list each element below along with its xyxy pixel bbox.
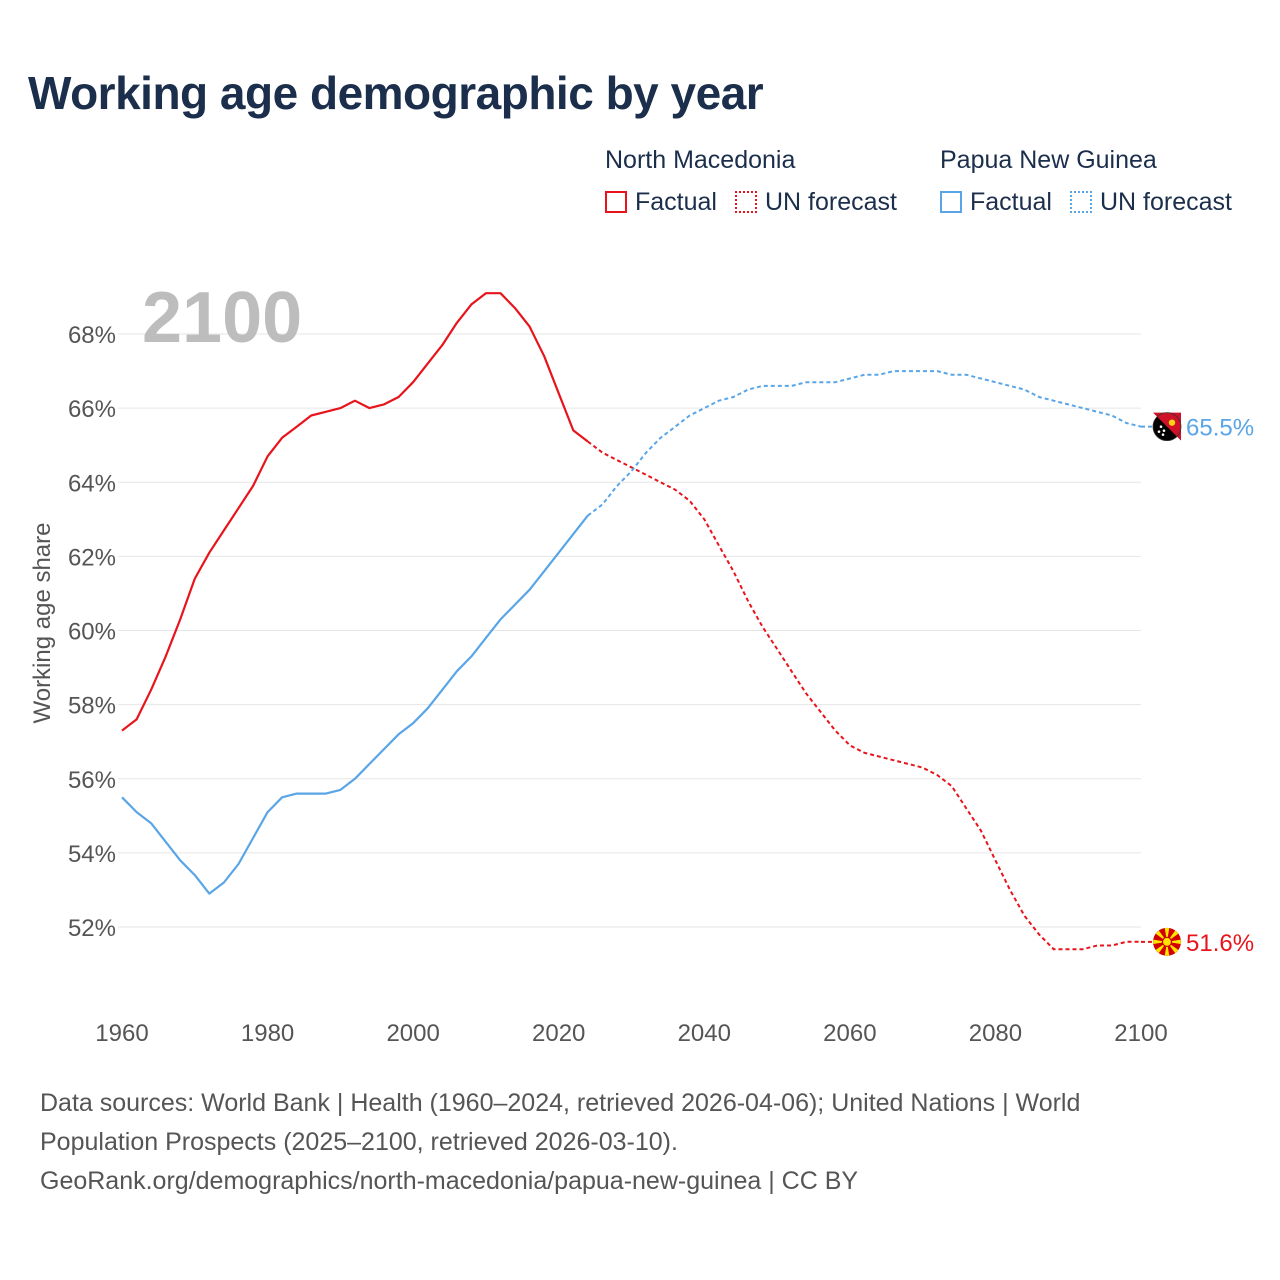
- legend-swatch-solid: [940, 191, 962, 213]
- chart-title: Working age demographic by year: [28, 67, 764, 119]
- y-tick-label: 66%: [68, 396, 116, 423]
- y-tick-label: 54%: [68, 841, 116, 868]
- papua-new-guinea-flag-icon: [1152, 412, 1182, 442]
- source-note: Data sources: World Bank | Health (1960–…: [40, 1084, 1220, 1201]
- series-lines: [121, 292, 1142, 951]
- north-macedonia-flag-icon: [1153, 927, 1181, 956]
- legend-country-name: Papua New Guinea: [940, 146, 1157, 174]
- y-tick-label: 58%: [68, 693, 116, 720]
- legend-item-forecast[interactable]: UN forecast: [1069, 186, 1232, 218]
- x-axis-ticks: 1960 1980 2000 2020 2040 2060 2080 2100: [95, 1020, 1167, 1047]
- legend-swatch-dotted: [1069, 191, 1092, 213]
- source-line: GeoRank.org/demographics/north-macedonia…: [40, 1167, 859, 1195]
- x-tick-label: 2060: [823, 1020, 876, 1047]
- series-endpoints: 51.6% 65.5%: [1141, 412, 1254, 957]
- x-tick-label: 1980: [241, 1020, 294, 1047]
- grid-lines: [118, 333, 1141, 928]
- end-value-label-north-macedonia: 51.6%: [1186, 930, 1254, 957]
- end-value-label-papua-new-guinea: 65.5%: [1186, 415, 1254, 442]
- legend-label: UN forecast: [1099, 188, 1232, 216]
- y-tick-label: 56%: [68, 767, 116, 794]
- legend-item-factual[interactable]: Factual: [605, 186, 717, 218]
- y-axis-ticks: 52% 54% 56% 58% 60% 62% 64% 66% 68%: [68, 322, 116, 942]
- x-tick-label: 1960: [95, 1020, 148, 1047]
- legend-label: Factual: [635, 188, 717, 216]
- legend-label: UN forecast: [764, 188, 897, 216]
- legend-item-forecast[interactable]: UN forecast: [734, 186, 897, 218]
- legend-label: Factual: [970, 188, 1052, 216]
- source-line: Population Prospects (2025–2100, retriev…: [40, 1128, 678, 1156]
- y-axis-title: Working age share: [29, 523, 56, 724]
- y-tick-label: 52%: [68, 915, 116, 942]
- legend-north-macedonia: North Macedonia Factual UN forecast: [605, 144, 915, 218]
- x-tick-label: 2080: [969, 1020, 1022, 1047]
- legend-item-factual[interactable]: Factual: [940, 186, 1052, 218]
- y-tick-label: 60%: [68, 619, 116, 646]
- x-tick-label: 2100: [1114, 1020, 1167, 1047]
- line-chart: 2100 52% 54% 56% 58% 60% 62% 64% 66% 68% 1960 198…: [29, 278, 1254, 1047]
- x-tick-label: 2040: [678, 1020, 731, 1047]
- series-line-forecast-north-macedonia: [587, 440, 1141, 951]
- x-tick-label: 2000: [386, 1020, 439, 1047]
- year-label: 2100: [142, 278, 302, 358]
- legend-swatch-dotted: [734, 191, 757, 213]
- series-line-factual-papua-new-guinea: [121, 514, 589, 895]
- y-tick-label: 64%: [68, 470, 116, 497]
- y-tick-label: 62%: [68, 544, 116, 571]
- source-line: Data sources: World Bank | Health (1960–…: [40, 1089, 1081, 1117]
- series-line-forecast-papua-new-guinea: [587, 370, 1142, 517]
- legend-country-name: North Macedonia: [605, 146, 796, 174]
- legend-swatch-solid: [605, 191, 627, 213]
- y-tick-label: 68%: [68, 322, 116, 349]
- x-tick-label: 2020: [532, 1020, 585, 1047]
- legend-papua-new-guinea: Papua New Guinea Factual UN forecast: [940, 144, 1250, 218]
- series-line-factual-north-macedonia: [121, 292, 589, 732]
